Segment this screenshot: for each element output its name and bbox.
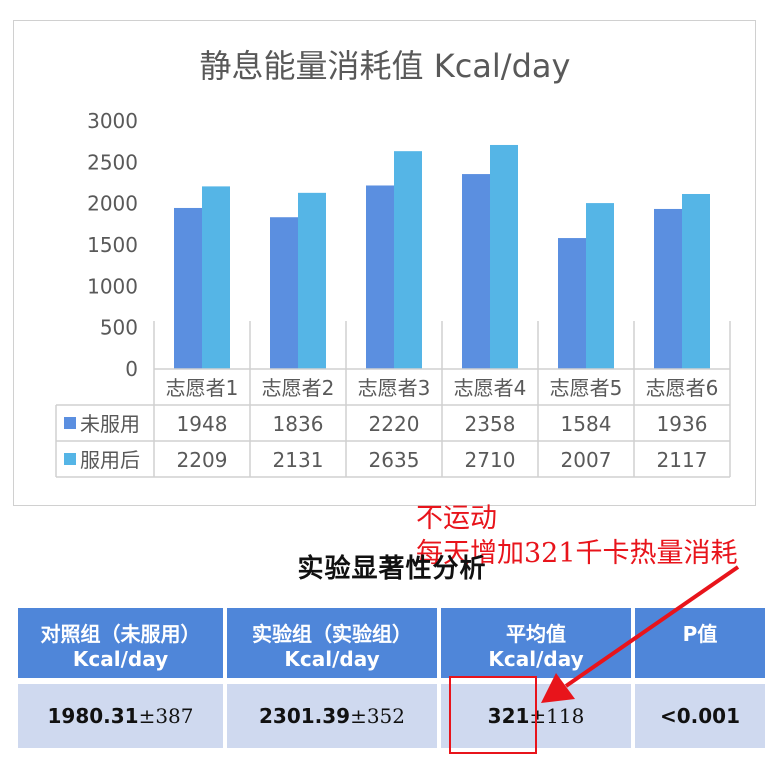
data-label: 1584 <box>561 412 612 436</box>
header-unit: Kcal/day <box>488 647 584 671</box>
bar-before <box>270 217 298 369</box>
data-label: 2220 <box>369 412 420 436</box>
annotation-line-1: 不运动 <box>416 503 497 534</box>
bar-after <box>586 203 614 369</box>
cell-experiment-value: 2301.39±352 <box>227 678 437 748</box>
data-label: 1948 <box>177 412 228 436</box>
highlight-box <box>449 676 537 754</box>
y-tick-label: 3000 <box>87 109 138 133</box>
category-label: 志愿者1 <box>166 376 239 400</box>
data-label: 2635 <box>369 448 420 472</box>
significance-table: 对照组（未服用） Kcal/day 实验组（实验组） Kcal/day 平均值 … <box>14 608 769 748</box>
data-label: 2007 <box>561 448 612 472</box>
chart-title: 静息能量消耗值 Kcal/day <box>200 47 571 85</box>
arrow-shaft <box>564 565 740 688</box>
y-tick-label: 2500 <box>87 150 138 174</box>
bar-after <box>490 144 518 369</box>
y-tick-label: 1000 <box>87 274 138 298</box>
data-label: 1836 <box>273 412 324 436</box>
header-p-value: P值 <box>635 608 765 678</box>
bar-before <box>174 207 202 369</box>
data-label: 2710 <box>465 448 516 472</box>
header-label: 实验组（实验组） <box>252 622 412 646</box>
data-label: 2131 <box>273 448 324 472</box>
data-label: 2358 <box>465 412 516 436</box>
data-label: 1936 <box>657 412 708 436</box>
bar-after <box>394 151 422 369</box>
arrow-head <box>541 673 575 703</box>
category-label: 志愿者2 <box>262 376 335 400</box>
bar-before <box>366 185 394 369</box>
bar-after <box>202 186 230 369</box>
y-tick-label: 500 <box>100 316 138 340</box>
bar-before <box>462 174 490 369</box>
y-tick-label: 0 <box>125 357 138 381</box>
table-row: 1980.31±387 2301.39±352 321±118 <0.001 <box>18 678 765 748</box>
category-label: 志愿者5 <box>550 376 623 400</box>
cell-value: 1980.31 <box>47 704 139 728</box>
cell-pm: ±352 <box>350 704 406 728</box>
header-unit: Kcal/day <box>284 647 380 671</box>
y-tick-label: 1500 <box>87 233 138 257</box>
legend-key <box>64 417 76 429</box>
header-control-group: 对照组（未服用） Kcal/day <box>18 608 223 678</box>
cell-value: 2301.39 <box>258 704 351 728</box>
legend-label: 服用后 <box>80 448 140 472</box>
category-label: 志愿者3 <box>358 376 431 400</box>
data-label: 2117 <box>657 448 708 472</box>
data-label: 2209 <box>177 448 228 472</box>
category-label: 志愿者4 <box>454 376 527 400</box>
analysis-title: 实验显著性分析 <box>297 554 487 584</box>
header-label: P值 <box>682 622 718 646</box>
cell-pm: ±387 <box>138 704 194 728</box>
chart-panel: 静息能量消耗值 Kcal/day 0 500 1000 1500 2000 2500 3000… <box>13 20 756 506</box>
category-label: 志愿者6 <box>646 376 719 400</box>
legend-label: 未服用 <box>80 412 140 436</box>
header-label: 对照组（未服用） <box>40 622 201 646</box>
cell-control-value: 1980.31±387 <box>18 678 223 748</box>
legend-key <box>64 453 76 465</box>
cell-value: <0.001 <box>659 704 741 728</box>
header-unit: Kcal/day <box>72 647 169 671</box>
cell-p-value: <0.001 <box>635 678 765 748</box>
header-experiment-group: 实验组（实验组） Kcal/day <box>227 608 437 678</box>
annotation-line-2: 每天增加321千卡热量消耗 <box>416 538 738 569</box>
y-tick-label: 2000 <box>87 192 138 216</box>
cell-pm: ±118 <box>529 704 585 728</box>
header-mean: 平均值 Kcal/day <box>441 608 631 678</box>
cell-value: 321 <box>487 704 530 728</box>
bar-before <box>654 208 682 369</box>
bar-before <box>558 238 586 369</box>
bar-after <box>682 193 710 369</box>
bar-after <box>298 192 326 369</box>
bar-chart: 静息能量消耗值 Kcal/day 0 500 1000 1500 2000 2500 3000… <box>55 47 731 478</box>
header-label: 平均值 <box>506 622 566 646</box>
